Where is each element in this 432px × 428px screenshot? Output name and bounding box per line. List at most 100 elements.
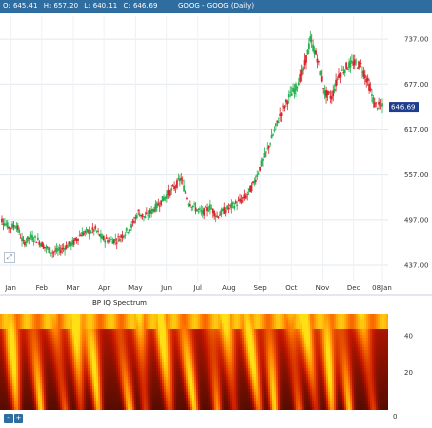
spectrum-cell <box>234 338 236 341</box>
spectrum-cell <box>54 356 56 359</box>
spectrum-cell <box>214 404 216 407</box>
spectrum-cell <box>138 317 140 320</box>
spectrum-cell <box>270 389 272 392</box>
spectrum-cell <box>226 317 228 320</box>
spectrum-cell <box>264 314 266 317</box>
spectrum-cell <box>238 332 240 335</box>
candle-body <box>309 36 312 42</box>
spectrum-cell <box>148 392 150 395</box>
spectrum-cell <box>208 368 210 371</box>
spectrum-cell <box>210 383 212 386</box>
spectrum-cell <box>98 356 100 359</box>
spectrum-cell <box>20 347 22 350</box>
spectrum-cell <box>228 335 230 338</box>
spectrum-cell <box>98 329 100 332</box>
spectrum-cell <box>16 356 18 359</box>
spectrum-cell <box>272 344 274 347</box>
spectrum-cell <box>32 353 34 356</box>
spectrum-cell <box>146 350 148 353</box>
spectrum-cell <box>44 353 46 356</box>
spectrum-cell <box>14 362 16 365</box>
spectrum-cell <box>72 341 74 344</box>
spectrum-cell <box>252 392 254 395</box>
spectrum-cell <box>138 386 140 389</box>
spectrum-cell <box>274 350 276 353</box>
spectrum-cell <box>176 362 178 365</box>
spectrum-cell <box>80 347 82 350</box>
spectrum-cell <box>224 398 226 401</box>
spectrum-cell <box>222 407 224 410</box>
spectrum-cell <box>142 362 144 365</box>
spectrum-cell <box>274 338 276 341</box>
spectrum-cell <box>94 332 96 335</box>
spectrum-cell <box>74 329 76 332</box>
spectrum-cell <box>172 362 174 365</box>
spectrum-cell <box>274 386 276 389</box>
spectrum-cell <box>156 386 158 389</box>
spectrum-cell <box>214 365 216 368</box>
spectrum-cell <box>154 383 156 386</box>
spectrum-cell <box>168 323 170 326</box>
spectrum-cell <box>188 389 190 392</box>
spectrum-cell <box>6 326 8 329</box>
spectrum-cell <box>144 383 146 386</box>
spectrum-cell <box>134 371 136 374</box>
spectrum-cell <box>198 314 200 317</box>
spectrum-cell <box>28 326 30 329</box>
spectrum-cell <box>196 344 198 347</box>
spectrum-cell <box>272 401 274 404</box>
spectrum-cell <box>116 368 118 371</box>
candle-body <box>336 78 339 80</box>
spectrum-cell <box>146 341 148 344</box>
spectrum-cell <box>162 350 164 353</box>
spectrum-cell <box>18 374 20 377</box>
spectrum-cell <box>24 332 26 335</box>
spectrum-cell <box>22 356 24 359</box>
spectrum-cell <box>98 398 100 401</box>
spectrum-cell <box>260 344 262 347</box>
spectrum-cell <box>248 377 250 380</box>
candle-body <box>59 250 62 253</box>
spectrum-cell <box>242 326 244 329</box>
candle-body <box>173 186 175 190</box>
spectrum-cell <box>24 335 26 338</box>
spectrum-cell <box>136 356 138 359</box>
spectrum-cell <box>124 380 126 383</box>
spectrum-cell <box>60 329 62 332</box>
spectrum-cell <box>20 404 22 407</box>
spectrum-cell <box>178 329 180 332</box>
spectrum-cell <box>70 389 72 392</box>
spectrum-cell <box>190 344 192 347</box>
spectrum-cell <box>182 404 184 407</box>
spectrum-cell <box>178 392 180 395</box>
spectrum-cell <box>20 389 22 392</box>
spectrum-cell <box>268 314 270 317</box>
candle-body <box>158 206 161 207</box>
spectrum-cell <box>38 338 40 341</box>
spectrum-cell <box>128 383 130 386</box>
spectrum-cell <box>40 314 42 317</box>
spectrum-cell <box>4 386 6 389</box>
spectrum-cell <box>82 320 84 323</box>
spectrum-cell <box>186 347 188 350</box>
spectrum-cell <box>180 404 182 407</box>
spectrum-cell <box>136 359 138 362</box>
spectrum-cell <box>174 320 176 323</box>
spectrum-cell <box>2 314 4 317</box>
spectrum-cell <box>102 368 104 371</box>
spectrum-cell <box>254 359 256 362</box>
spectrum-cell <box>148 368 150 371</box>
spectrum-cell <box>100 401 102 404</box>
spectrum-cell <box>34 356 36 359</box>
spectrum-cell <box>70 392 72 395</box>
candle-body <box>29 234 32 238</box>
spectrum-cell <box>46 344 48 347</box>
spectrum-cell <box>130 347 132 350</box>
spectrum-cell <box>44 365 46 368</box>
spectrum-cell <box>124 314 126 317</box>
spectrum-cell <box>72 344 74 347</box>
spectrum-cell <box>60 350 62 353</box>
spectrum-cell <box>120 362 122 365</box>
spectrum-cell <box>180 326 182 329</box>
